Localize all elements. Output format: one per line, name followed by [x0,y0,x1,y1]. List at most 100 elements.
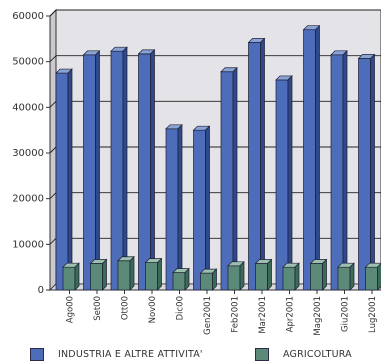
bar-industria-front [220,71,234,291]
bar-industria [165,123,183,291]
bar-industria-side [287,75,293,291]
bar-agricoltura-front [145,262,158,291]
gridline [49,55,381,62]
bars [55,24,381,291]
x-tick-label: Apr2001 [286,296,296,332]
bar-agricoltura [117,255,135,291]
bar-industria-front [275,79,289,291]
bar-agricoltura-front [117,260,131,291]
bar-agricoltura-front [337,266,351,291]
bar-agricoltura-side [239,260,245,291]
bar-agricoltura [227,260,245,291]
y-tick-label: 40000 [12,102,44,113]
bar-agricoltura-side [377,263,381,291]
bar-industria-side [150,49,155,291]
bar-agricoltura-front [90,263,103,291]
bar-agricoltura-front [62,266,76,291]
bar-industria-front [110,50,124,291]
bar-industria-side [260,37,265,291]
bar-industria [192,125,211,291]
bar-agricoltura [199,268,218,291]
bar-industria-side [67,68,73,291]
bar-industria-side [232,66,238,291]
bar-industria-side [95,49,100,291]
x-tick-label: Lug2001 [368,296,378,333]
bar-industria-side [342,49,348,291]
bar-industria-side [315,24,320,291]
x-tick-label: Nov00 [148,296,158,323]
legend-item-industria: INDUSTRIA E ALTRE ATTIVITA' [30,347,203,361]
bar-agricoltura [282,262,300,291]
bar-agricoltura [144,257,163,291]
bar-agricoltura-front [200,272,213,291]
bar-industria-side [370,53,375,291]
bar-industria [357,53,376,291]
legend-label-agricoltura: AGRICOLTURA [283,348,352,360]
x-tick-label: Gen2001 [203,296,213,335]
bar-agricoltura-front [282,266,296,291]
y-tick-label: 20000 [12,194,44,205]
bar-industria-front [248,42,261,291]
bar-industria [55,68,73,291]
bar-industria-side [177,123,183,291]
bar-industria-front [358,58,371,291]
x-tick-label: Feb2001 [231,296,241,333]
bar-industria [82,49,101,291]
bar-industria-front [303,29,316,291]
bar-agricoltura-side [102,258,107,291]
bar-industria-side [205,125,210,291]
bar-agricoltura-side [212,268,217,291]
bar-agricoltura-front [172,272,186,291]
y-tick-label: 50000 [12,57,44,68]
legend-swatch-agricoltura [255,347,269,361]
y-tick-label: 30000 [12,148,44,159]
bar-agricoltura [62,262,80,291]
x-tick-label: Mar2001 [258,296,268,334]
y-tick-label: 0 [38,285,44,296]
x-tick-label: Ott00 [121,296,131,320]
bar-agricoltura-side [74,262,80,291]
x-axis-ticks: Ago00 Set00 Ott00 Nov00 Dic00 Gen2001 Feb2001 M… [66,290,378,336]
y-tick-label: 60000 [12,11,44,22]
bar-industria [330,49,348,291]
bar-agricoltura-side [349,262,355,291]
bar-industria [110,46,128,291]
bar-agricoltura [364,262,381,291]
bar-industria-front [330,54,344,291]
bar-agricoltura-front [310,263,323,291]
bar-agricoltura [254,258,273,291]
bar-industria-front [138,53,151,291]
bar-industria [275,75,293,291]
bar-agricoltura-side [157,257,162,291]
bar-agricoltura [337,262,355,291]
bar-industria-front [165,128,179,291]
bar-agricoltura [309,258,328,291]
bar-agricoltura-side [129,255,135,291]
bar-agricoltura-side [184,267,190,291]
bar-industria [247,37,266,291]
x-tick-label: Ago00 [66,296,76,323]
bar-agricoltura-side [322,258,327,291]
bar-chart: 0 10000 20000 30000 40000 50000 60000 Ago00 Set… [12,8,381,336]
bar-industria-front [193,129,206,291]
bar-industria [302,24,321,291]
bar-agricoltura-front [255,263,268,291]
legend-swatch-industria [30,347,44,361]
legend-label-industria: INDUSTRIA E ALTRE ATTIVITA' [58,348,203,360]
gridline [49,9,381,17]
bar-agricoltura-top [364,262,381,268]
y-axis-ticks: 0 10000 20000 30000 40000 50000 60000 [12,11,50,296]
bar-industria [137,49,156,291]
bar-industria-front [55,72,69,291]
x-tick-label: Set00 [93,296,103,321]
x-tick-label: Mag2001 [313,296,323,336]
bar-agricoltura-side [294,262,300,291]
bar-agricoltura-side [267,258,272,291]
x-tick-label: Dic00 [176,296,186,320]
y-tick-label: 10000 [12,239,44,250]
bar-industria-front [83,54,96,291]
bar-agricoltura-front [227,265,241,291]
bar-agricoltura-front [365,266,378,291]
x-tick-label: Giu2001 [341,296,351,332]
bar-agricoltura [89,258,108,291]
